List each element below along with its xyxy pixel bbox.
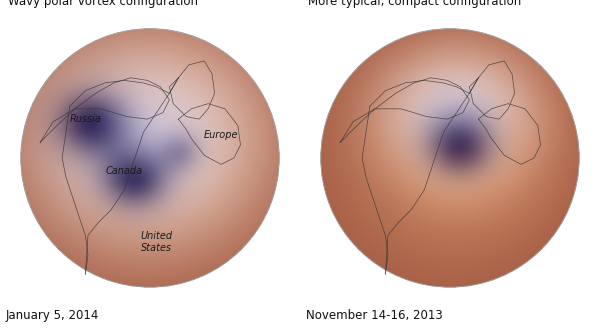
Text: United
States: United States [140,231,173,253]
Text: Europe: Europe [204,130,238,139]
Text: More typical, compact configuration: More typical, compact configuration [308,0,521,8]
Text: January 5, 2014: January 5, 2014 [6,309,100,322]
Text: November 14-16, 2013: November 14-16, 2013 [306,309,443,322]
Text: Russia: Russia [70,114,101,124]
Text: Canada: Canada [106,166,143,176]
Text: Wavy polar vortex configuration: Wavy polar vortex configuration [8,0,198,8]
